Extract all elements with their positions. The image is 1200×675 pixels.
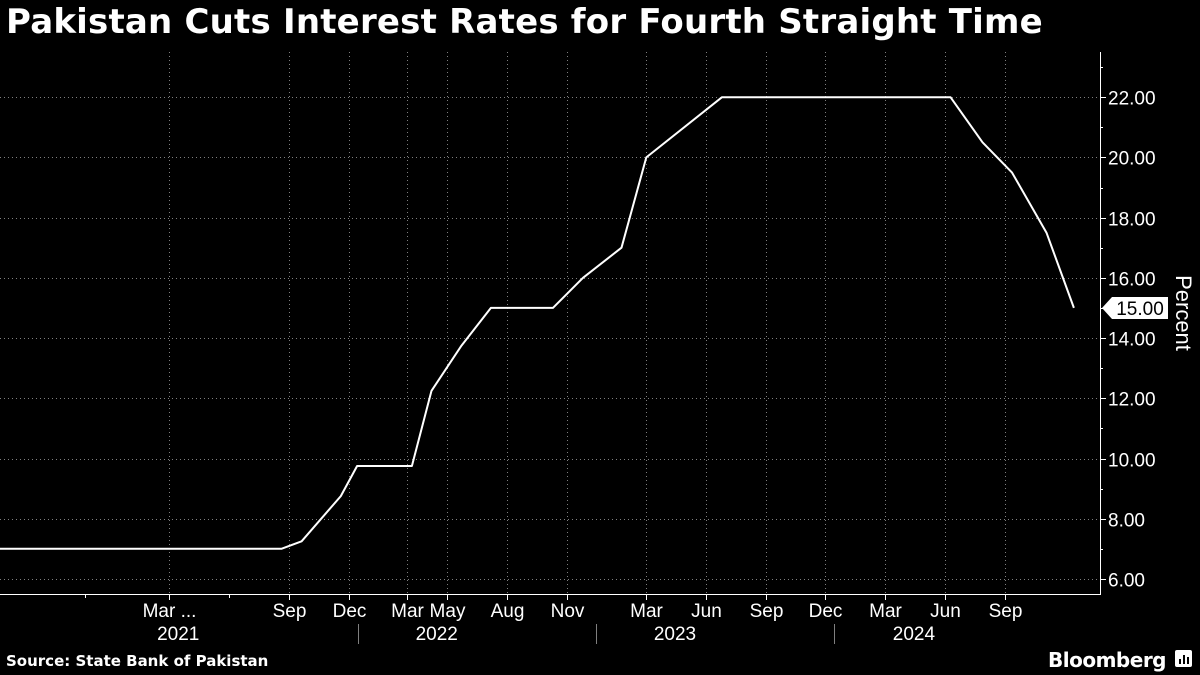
y-tick-label: 14.00 — [1108, 330, 1156, 351]
y-tick-label: 22.00 — [1108, 89, 1156, 110]
y-tick-label: 6.00 — [1108, 571, 1145, 592]
x-tick-label: Jun — [930, 601, 961, 622]
x-tick-label: Aug — [491, 601, 525, 622]
last-value-group: 15.00 — [1102, 296, 1168, 320]
x-tick-label: Mar — [630, 601, 663, 622]
x-year-label: 2021 — [157, 624, 199, 645]
bar-chart-icon — [1175, 650, 1192, 667]
last-value-label: 15.00 — [1116, 299, 1164, 320]
y-tick-label: 16.00 — [1108, 270, 1156, 291]
x-tick-label: Dec — [333, 601, 367, 622]
x-tick-label: Mar ... — [143, 601, 197, 622]
x-tick-label: Jun — [691, 601, 722, 622]
x-year-label: 2024 — [893, 624, 936, 645]
x-tick-label: Mar — [869, 601, 902, 622]
y-tick-label: 10.00 — [1108, 451, 1156, 472]
x-tick-label: Sep — [750, 601, 784, 622]
y-tick-label: 12.00 — [1108, 390, 1156, 411]
y-tick-label: 20.00 — [1108, 149, 1156, 170]
y-axis-ticks: 6.00 8.00 10.00 12.00 14.00 16.00 18.00 20.00 22… — [1100, 67, 1156, 592]
x-year-label: 2022 — [416, 624, 458, 645]
y-tick-label: 8.00 — [1108, 511, 1145, 532]
x-tick-label: Nov — [551, 601, 585, 622]
series-group — [0, 96, 1075, 550]
x-tick-label: Mar — [391, 601, 424, 622]
x-axis-ticks: Mar ... Sep Dec Mar May Aug Nov Mar Jun Sep Dec Mar… — [85, 594, 1023, 645]
x-tick-label: Dec — [809, 601, 843, 622]
bloomberg-logo: Bloomberg — [1048, 648, 1166, 672]
last-value-flag — [1102, 296, 1168, 319]
axes — [0, 52, 1101, 595]
x-tick-label: Sep — [989, 601, 1023, 622]
y-axis-label: Percent — [1171, 275, 1196, 351]
x-tick-label: Sep — [273, 601, 307, 622]
x-tick-label: May — [430, 601, 466, 622]
policy-rate-line — [0, 96, 1075, 550]
gridlines — [0, 52, 1100, 594]
x-year-label: 2023 — [654, 624, 696, 645]
chart-title: Pakistan Cuts Interest Rates for Fourth … — [6, 2, 1043, 42]
source-note: Source: State Bank of Pakistan — [6, 652, 269, 670]
y-tick-label: 18.00 — [1108, 210, 1156, 231]
